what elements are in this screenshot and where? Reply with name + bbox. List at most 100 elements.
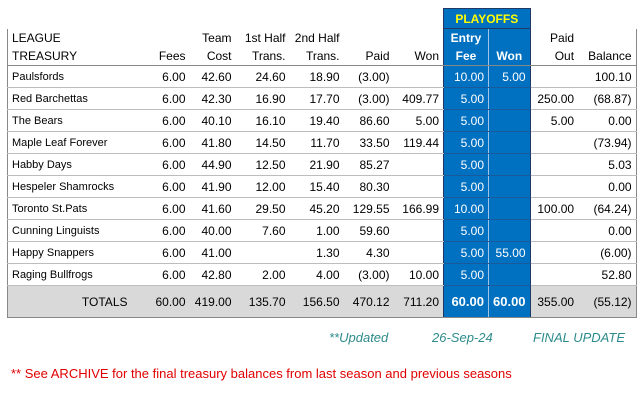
playoff-won-cell (488, 153, 531, 176)
balance-cell: (64.24) (578, 197, 637, 220)
col-header-line2: Balance (578, 47, 637, 66)
balance-cell: 0.00 (578, 219, 637, 242)
total-balance: (55.12) (578, 285, 637, 318)
won-cell: 119.44 (393, 131, 444, 154)
second-half-trans-cell: 19.40 (289, 109, 344, 132)
paid-cell: 4.30 (343, 241, 394, 264)
second-half-trans-cell: 15.40 (289, 175, 344, 198)
won-cell: 10.00 (393, 263, 444, 286)
team-cost-cell: 40.10 (189, 109, 236, 132)
playoff-won-cell (488, 131, 531, 154)
col-header-line2: Out (530, 47, 579, 66)
won-cell: 166.99 (393, 197, 444, 220)
team-name: Happy Snappers (7, 241, 134, 264)
first-half-trans-cell: 7.60 (235, 219, 290, 242)
team-cost-cell: 41.00 (189, 241, 236, 264)
team-name: Maple Leaf Forever (7, 131, 134, 154)
won-cell: 5.00 (393, 109, 444, 132)
col-header-line2: Fee (443, 47, 489, 66)
col-header-line1: Paid (550, 30, 575, 45)
playoffs-label: PLAYOFFS (443, 8, 531, 29)
paid-cell: (3.00) (343, 65, 394, 88)
paid-out-cell (530, 175, 579, 198)
balance-cell: 0.00 (578, 175, 637, 198)
table-row: The Bears 6.00 40.10 16.10 19.40 86.60 5.00 5.0… (7, 109, 637, 132)
team-name: Habby Days (7, 153, 134, 176)
team-cost-cell: 42.30 (189, 87, 236, 110)
balance-cell: (6.00) (578, 241, 637, 264)
header-row-1: LEAGUE Team 1st Half 2nd Half Entry Paid (7, 28, 637, 48)
col-header-line1 (488, 28, 531, 47)
first-half-trans-cell: 16.90 (235, 87, 290, 110)
final-update-label: FINAL UPDATE (533, 330, 625, 345)
playoff-won-cell (488, 197, 531, 220)
paid-out-cell (530, 219, 579, 242)
second-half-trans-cell: 17.70 (289, 87, 344, 110)
team-name: Cunning Linguists (7, 219, 134, 242)
second-half-trans-cell: 45.20 (289, 197, 344, 220)
playoff-entry-fee-cell: 5.00 (443, 175, 489, 198)
total-fees: 60.00 (133, 285, 190, 318)
first-half-trans-cell: 29.50 (235, 197, 290, 220)
paid-cell: 33.50 (343, 131, 394, 154)
playoff-entry-fee-cell: 10.00 (443, 65, 489, 88)
team-name: Toronto St.Pats (7, 197, 134, 220)
balance-cell: 52.80 (578, 263, 637, 286)
balance-cell: 100.10 (578, 65, 637, 88)
col-header-line1: 1st Half (244, 30, 286, 45)
fees-cell: 6.00 (133, 65, 190, 88)
won-cell (393, 65, 444, 88)
col-header-line1: Entry (443, 28, 489, 47)
first-half-trans-cell: 12.00 (235, 175, 290, 198)
playoff-won-cell: 55.00 (488, 241, 531, 264)
paid-out-cell: 100.00 (530, 197, 579, 220)
fees-cell: 6.00 (133, 197, 190, 220)
totals-row: TOTALS 60.00 419.00 135.70 156.50 470.12… (7, 285, 637, 318)
table-row: Hespeler Shamrocks 6.00 41.90 12.00 15.40 80.… (7, 175, 637, 198)
fees-cell: 6.00 (133, 109, 190, 132)
fees-cell: 6.00 (133, 175, 190, 198)
paid-out-cell (530, 131, 579, 154)
treasury-table: PLAYOFFS LEAGUE Team 1st Half 2nd Half E… (7, 8, 637, 318)
fees-cell: 6.00 (133, 153, 190, 176)
second-half-trans-cell: 18.90 (289, 65, 344, 88)
col-header-line2: Won (393, 47, 444, 66)
playoff-entry-fee-cell: 5.00 (443, 219, 489, 242)
team-cost-cell: 41.80 (189, 131, 236, 154)
paid-out-cell (530, 65, 579, 88)
playoff-won-cell (488, 175, 531, 198)
team-cost-cell: 44.90 (189, 153, 236, 176)
title-line2: TREASURY (7, 47, 134, 66)
paid-out-cell: 5.00 (530, 109, 579, 132)
first-half-trans-cell (235, 241, 290, 264)
total-playoff-won: 60.00 (488, 285, 531, 318)
playoff-won-cell (488, 263, 531, 286)
total-2nd-half-trans: 156.50 (289, 285, 344, 318)
paid-cell: (3.00) (343, 263, 394, 286)
playoff-entry-fee-cell: 5.00 (443, 263, 489, 286)
won-cell (393, 153, 444, 176)
col-header-line1 (344, 29, 394, 48)
balance-cell: 5.03 (578, 153, 637, 176)
table-row: Toronto St.Pats 6.00 41.60 29.50 45.20 129.55… (7, 197, 637, 220)
playoff-entry-fee-cell: 5.00 (443, 241, 489, 264)
table-row: Maple Leaf Forever 6.00 41.80 14.50 11.70 33.… (7, 131, 637, 154)
first-half-trans-cell: 12.50 (235, 153, 290, 176)
second-half-trans-cell: 4.00 (289, 263, 344, 286)
updated-label: **Updated (329, 330, 389, 345)
col-header-line2: Trans. (235, 47, 290, 66)
second-half-trans-cell: 1.00 (289, 219, 344, 242)
playoff-won-cell (488, 87, 531, 110)
team-cost-cell: 41.90 (189, 175, 236, 198)
total-playoff-entry-fee: 60.00 (443, 285, 489, 318)
fees-cell: 6.00 (133, 87, 190, 110)
col-header-line1 (578, 28, 637, 47)
first-half-trans-cell: 24.60 (235, 65, 290, 88)
won-cell (393, 219, 444, 242)
table-row: Red Barchettas 6.00 42.30 16.90 17.70 (3.00) 4… (7, 87, 637, 110)
total-paid: 470.12 (343, 285, 394, 318)
col-header-line2: Fees (133, 47, 190, 66)
col-header-line1 (134, 29, 190, 48)
fees-cell: 6.00 (133, 219, 190, 242)
balance-cell: (68.87) (578, 87, 637, 110)
